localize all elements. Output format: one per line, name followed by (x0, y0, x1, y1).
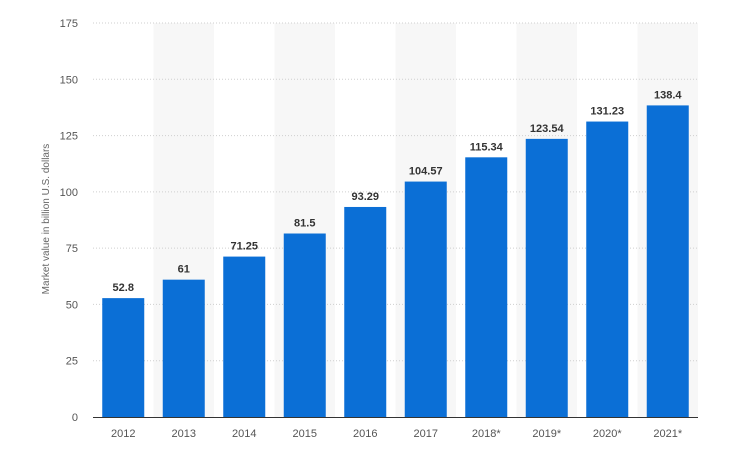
y-tick-label: 25 (66, 356, 78, 368)
data-label-2020*: 131.23 (590, 106, 624, 118)
x-tick-label: 2015 (293, 428, 317, 440)
x-tick-label: 2017 (414, 428, 438, 440)
x-tick-label: 2021* (653, 428, 682, 440)
bar-2019* (525, 138, 568, 417)
y-tick-label: 125 (60, 131, 78, 143)
x-axis-ticks: 2012 2013 2014 2015 2016 2017 2018* 2019* 2020* 2… (111, 428, 683, 440)
x-tick-label: 2016 (353, 428, 377, 440)
y-tick-label: 100 (60, 187, 78, 199)
y-tick-label: 50 (66, 299, 78, 311)
bar-2016 (344, 206, 387, 417)
bar-2021* (646, 105, 689, 417)
y-axis-ticks: 0 25 50 75 100 125 150 175 (60, 18, 78, 424)
data-label-2018*: 115.34 (470, 141, 504, 153)
data-label-2013: 61 (178, 264, 190, 276)
x-tick-label: 2014 (232, 428, 256, 440)
y-tick-label: 175 (60, 18, 78, 30)
bar-2015 (283, 233, 326, 417)
x-tick-label: 2012 (111, 428, 135, 440)
data-label-2016: 93.29 (351, 191, 379, 203)
x-tick-label: 2018* (472, 428, 501, 440)
bar-2013 (162, 279, 205, 417)
x-tick-label: 2020* (593, 428, 622, 440)
bar-2012 (102, 298, 145, 417)
bar-2014 (223, 256, 266, 417)
y-tick-label: 0 (72, 412, 78, 424)
y-tick-label: 75 (66, 243, 78, 255)
data-label-2012: 52.8 (113, 282, 134, 294)
data-label-2017: 104.57 (409, 166, 443, 178)
bar-2018* (465, 157, 508, 417)
x-tick-label: 2013 (172, 428, 196, 440)
bar-2020* (586, 121, 629, 417)
bars (102, 105, 689, 417)
data-label-2019*: 123.54 (530, 123, 565, 135)
data-label-2021*: 138.4 (654, 89, 682, 101)
data-labels: 52.8 61 71.25 81.5 93.29 104.57 115.34 123.54 13… (113, 89, 683, 294)
bar-2017 (404, 181, 447, 417)
x-tick-label: 2019* (532, 428, 561, 440)
data-label-2014: 71.25 (230, 241, 258, 253)
y-axis-title: Market value in billion U.S. dollars (41, 144, 52, 295)
y-tick-label: 150 (60, 74, 78, 86)
data-label-2015: 81.5 (294, 218, 315, 230)
